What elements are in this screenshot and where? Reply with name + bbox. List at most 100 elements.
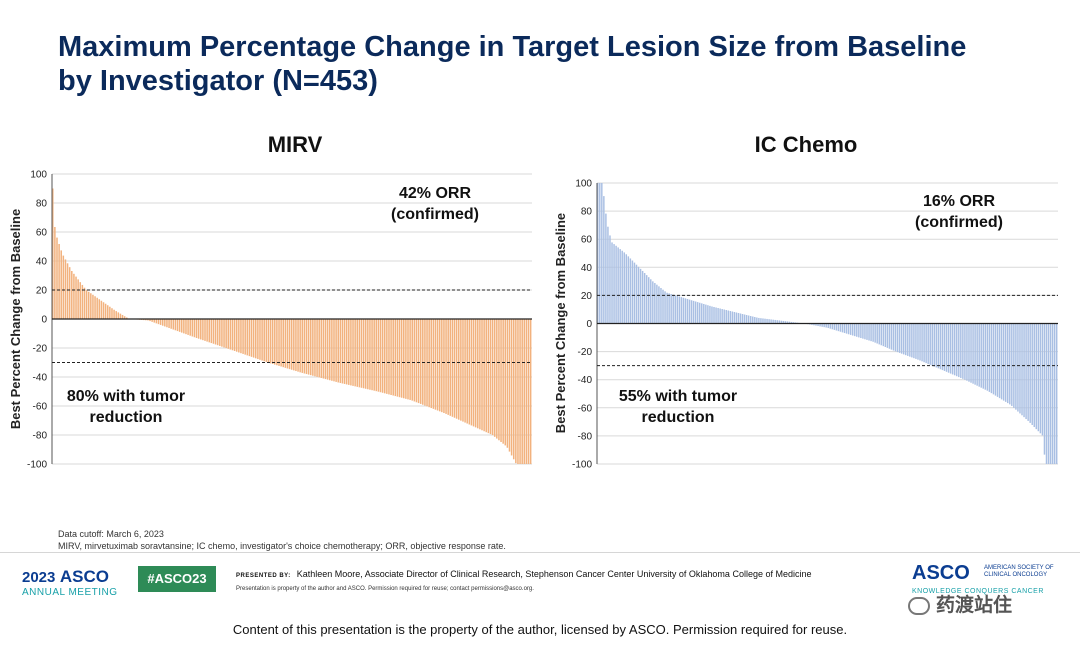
y-tick-label: -20	[578, 347, 593, 358]
bar	[780, 320, 783, 324]
bar	[502, 319, 504, 444]
asco-society-logo: ASCO AMERICAN SOCIETY OF CLINICAL ONCOLO…	[912, 562, 1054, 595]
bar	[953, 323, 956, 376]
bar	[276, 319, 278, 366]
bar	[892, 323, 895, 351]
bar	[900, 323, 903, 354]
bar	[183, 319, 185, 334]
bar	[240, 319, 242, 354]
bar	[252, 319, 255, 358]
bar	[388, 319, 390, 395]
bar	[864, 323, 866, 340]
y-tick-label: -60	[578, 403, 593, 414]
bar	[369, 319, 371, 390]
y-tick-label: 40	[36, 257, 48, 268]
bar	[613, 244, 615, 324]
bar	[880, 323, 883, 346]
bar	[109, 306, 111, 319]
y-axis-label: Best Percent Change from Baseline	[8, 209, 23, 429]
bar	[354, 319, 356, 387]
y-axis-label: Best Percent Change from Baseline	[553, 213, 568, 433]
bar	[371, 319, 373, 391]
bar	[898, 323, 901, 353]
bar	[170, 319, 172, 329]
bar	[1025, 323, 1027, 420]
bar	[96, 297, 98, 319]
bar	[269, 319, 272, 364]
bar	[1033, 323, 1035, 428]
bar	[941, 323, 944, 371]
bar	[980, 323, 982, 388]
bar	[510, 319, 513, 456]
bar	[83, 287, 86, 319]
bar	[379, 319, 382, 393]
bar	[153, 319, 156, 323]
bar	[731, 311, 734, 324]
bar	[405, 319, 407, 399]
bar	[1053, 323, 1056, 464]
bar	[504, 319, 507, 446]
bar	[434, 319, 437, 410]
bar	[487, 319, 490, 434]
bar	[288, 319, 291, 370]
bar	[627, 256, 630, 324]
bar	[339, 319, 342, 383]
bar	[778, 320, 781, 324]
bar	[721, 309, 723, 324]
bar	[688, 299, 691, 324]
bar	[692, 300, 695, 324]
y-tick-label: -40	[578, 375, 593, 386]
bar	[523, 319, 526, 464]
bar	[246, 319, 249, 356]
bar	[411, 319, 413, 401]
bar	[54, 227, 56, 319]
bars	[52, 188, 532, 464]
property-note: Presentation is property of the author a…	[236, 586, 534, 592]
bar	[231, 319, 234, 351]
bar	[843, 323, 846, 334]
bar	[214, 319, 217, 345]
bar	[870, 323, 872, 342]
bar	[223, 319, 225, 348]
bar	[409, 319, 411, 400]
bar	[745, 315, 748, 324]
bar	[519, 319, 521, 464]
bar	[841, 323, 844, 333]
bar	[521, 319, 523, 464]
bar	[92, 294, 94, 319]
bar	[739, 313, 742, 324]
bar	[1041, 323, 1044, 436]
bar	[161, 319, 164, 326]
bar	[159, 319, 162, 325]
bar	[191, 319, 194, 337]
bar	[741, 314, 744, 324]
bar	[929, 323, 931, 365]
bar	[605, 213, 607, 324]
y-tick-label: -100	[572, 460, 592, 471]
bar	[90, 293, 92, 319]
data-cutoff-note: Data cutoff: March 6, 2023	[58, 529, 164, 539]
abbreviations-note: MIRV, mirvetuximab soravtansine; IC chem…	[58, 541, 506, 551]
bar	[676, 295, 679, 324]
bar	[149, 319, 151, 322]
bar	[813, 323, 815, 326]
bar	[729, 311, 732, 324]
bar	[603, 196, 605, 324]
bar	[227, 319, 230, 349]
y-tick-label: 0	[586, 319, 592, 330]
bar	[280, 319, 282, 367]
bar	[166, 319, 168, 328]
bar	[422, 319, 424, 405]
bar	[301, 319, 304, 373]
bar	[913, 323, 915, 359]
bar	[151, 319, 153, 322]
bar	[56, 237, 58, 319]
bar	[625, 254, 628, 324]
bar	[462, 319, 464, 422]
bar	[1049, 323, 1052, 464]
bar	[94, 296, 96, 319]
bar	[430, 319, 433, 409]
bar	[756, 317, 758, 324]
bar	[713, 307, 715, 324]
